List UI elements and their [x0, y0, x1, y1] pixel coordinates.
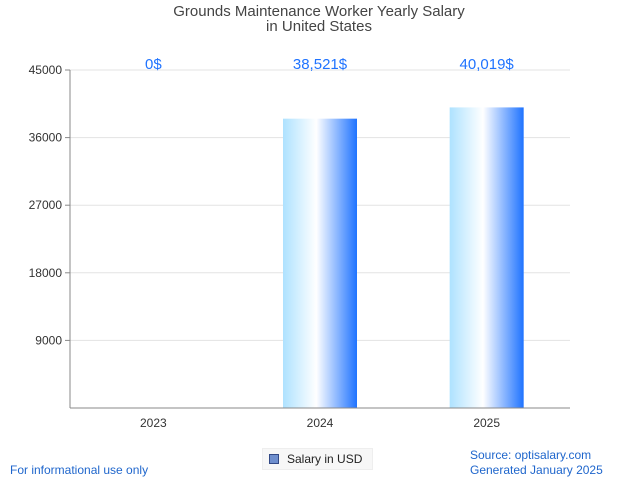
- axes: [65, 69, 570, 409]
- x-tick-label: 2024: [307, 416, 334, 430]
- legend[interactable]: Salary in USD: [262, 448, 374, 470]
- value-label: 0$: [145, 56, 162, 73]
- x-tick-label: 2025: [473, 416, 500, 430]
- chart-title: Grounds Maintenance Worker Yearly Salary…: [0, 4, 638, 34]
- source-text: Source: optisalary.com: [470, 448, 592, 462]
- disclaimer-text: For informational use only: [10, 463, 149, 477]
- y-tick-label: 27000: [29, 198, 63, 212]
- bar-2025: [449, 107, 524, 408]
- labels: 9000 18000 27000 36000 45000 2023 0$ 2024 38,521…: [29, 56, 515, 430]
- legend-swatch: [269, 454, 279, 464]
- legend-label: Salary in USD: [287, 452, 363, 466]
- y-tick-label: 36000: [29, 131, 63, 145]
- bars: [283, 107, 524, 408]
- y-tick-label: 45000: [29, 63, 63, 77]
- value-label: 38,521$: [293, 56, 348, 73]
- y-tick-label: 9000: [35, 333, 62, 347]
- x-tick-label: 2023: [140, 416, 167, 430]
- value-label: 40,019$: [460, 56, 515, 73]
- generated-text: Generated January 2025: [470, 463, 603, 477]
- chart-title-line1: Grounds Maintenance Worker Yearly Salary: [173, 3, 465, 20]
- chart-title-line2: in United States: [266, 18, 372, 35]
- bar-2024: [283, 118, 357, 408]
- y-tick-label: 18000: [29, 266, 63, 280]
- source-info: Source: optisalary.com Generated January…: [470, 448, 603, 478]
